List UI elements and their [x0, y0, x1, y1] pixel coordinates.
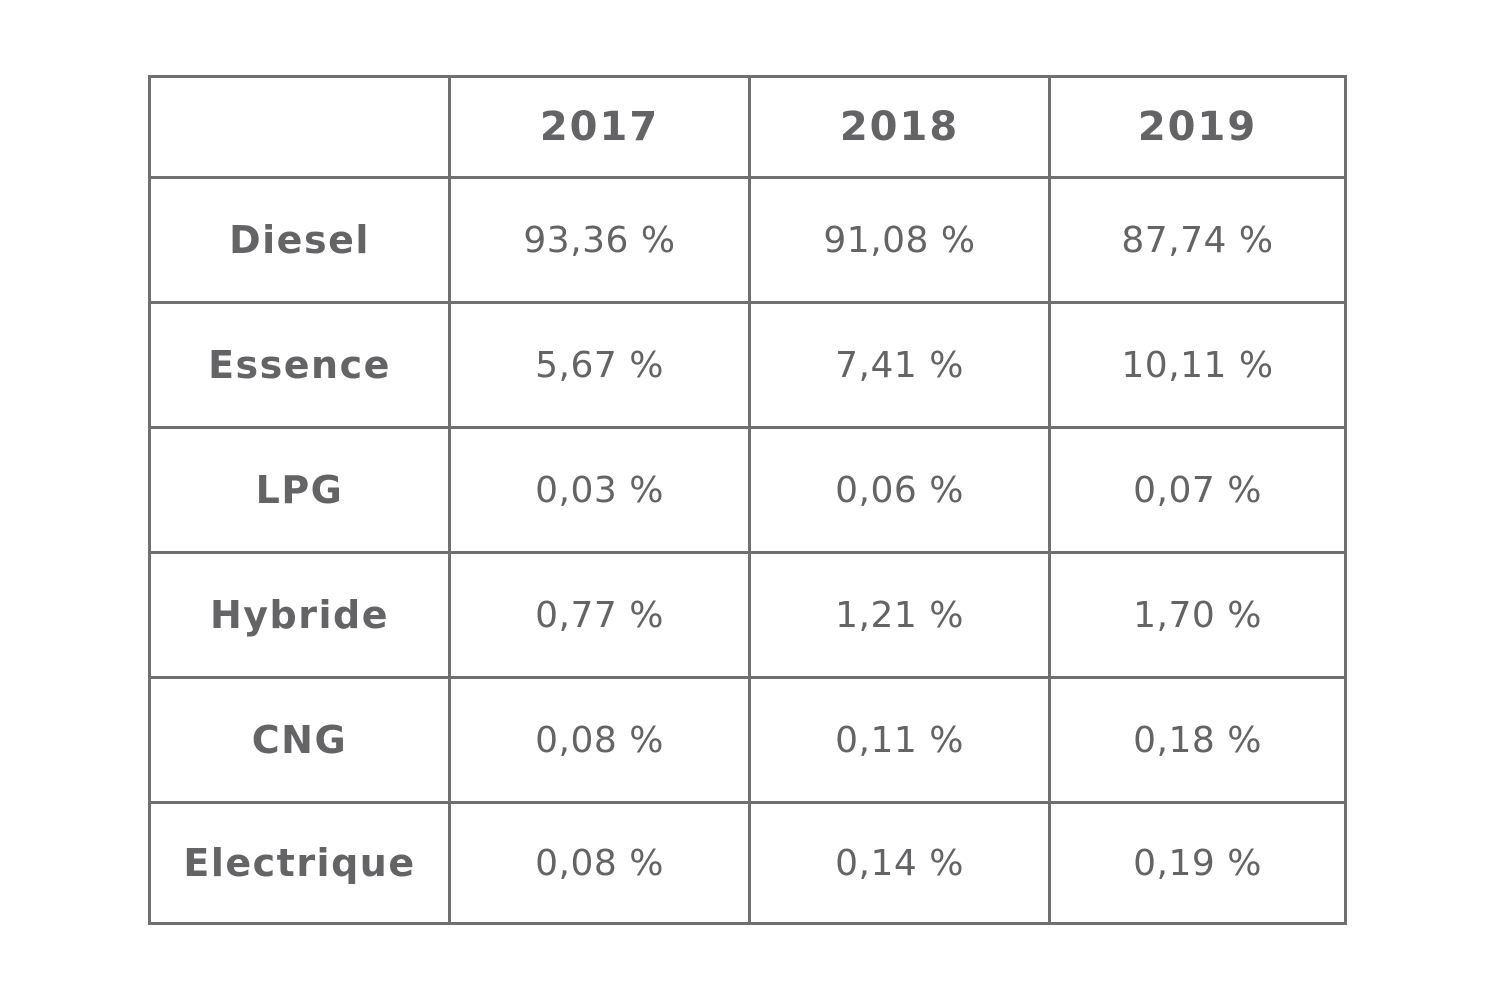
cell-hybride-2017: 0,77 % — [448, 551, 751, 679]
cell-lpg-2017: 0,03 % — [448, 426, 751, 554]
row-label-cng: CNG — [148, 676, 451, 804]
table-row: Diesel 93,36 % 91,08 % 87,74 % — [148, 176, 1347, 304]
cell-hybride-2019: 1,70 % — [1048, 551, 1347, 679]
cell-cng-2018: 0,11 % — [748, 676, 1051, 804]
column-header-2019: 2019 — [1048, 75, 1347, 179]
table-row: LPG 0,03 % 0,06 % 0,07 % — [148, 426, 1347, 554]
cell-hybride-2018: 1,21 % — [748, 551, 1051, 679]
cell-essence-2019: 10,11 % — [1048, 301, 1347, 429]
cell-essence-2017: 5,67 % — [448, 301, 751, 429]
cell-diesel-2017: 93,36 % — [448, 176, 751, 304]
table-row: CNG 0,08 % 0,11 % 0,18 % — [148, 676, 1347, 804]
row-label-diesel: Diesel — [148, 176, 451, 304]
cell-cng-2019: 0,18 % — [1048, 676, 1347, 804]
cell-electrique-2019: 0,19 % — [1048, 801, 1347, 925]
table-header-row: 2017 2018 2019 — [148, 75, 1347, 179]
column-header-2017: 2017 — [448, 75, 751, 179]
table-row: Essence 5,67 % 7,41 % 10,11 % — [148, 301, 1347, 429]
cell-electrique-2018: 0,14 % — [748, 801, 1051, 925]
cell-diesel-2018: 91,08 % — [748, 176, 1051, 304]
row-label-hybride: Hybride — [148, 551, 451, 679]
row-label-electrique: Electrique — [148, 801, 451, 925]
table-row: Electrique 0,08 % 0,14 % 0,19 % — [148, 801, 1347, 925]
row-label-essence: Essence — [148, 301, 451, 429]
cell-electrique-2017: 0,08 % — [448, 801, 751, 925]
cell-lpg-2018: 0,06 % — [748, 426, 1051, 554]
fuel-share-table: 2017 2018 2019 Diesel 93,36 % 91,08 % 87… — [148, 75, 1347, 925]
cell-diesel-2019: 87,74 % — [1048, 176, 1347, 304]
header-corner-cell — [148, 75, 451, 179]
table-row: Hybride 0,77 % 1,21 % 1,70 % — [148, 551, 1347, 679]
cell-lpg-2019: 0,07 % — [1048, 426, 1347, 554]
column-header-2018: 2018 — [748, 75, 1051, 179]
cell-essence-2018: 7,41 % — [748, 301, 1051, 429]
row-label-lpg: LPG — [148, 426, 451, 554]
cell-cng-2017: 0,08 % — [448, 676, 751, 804]
